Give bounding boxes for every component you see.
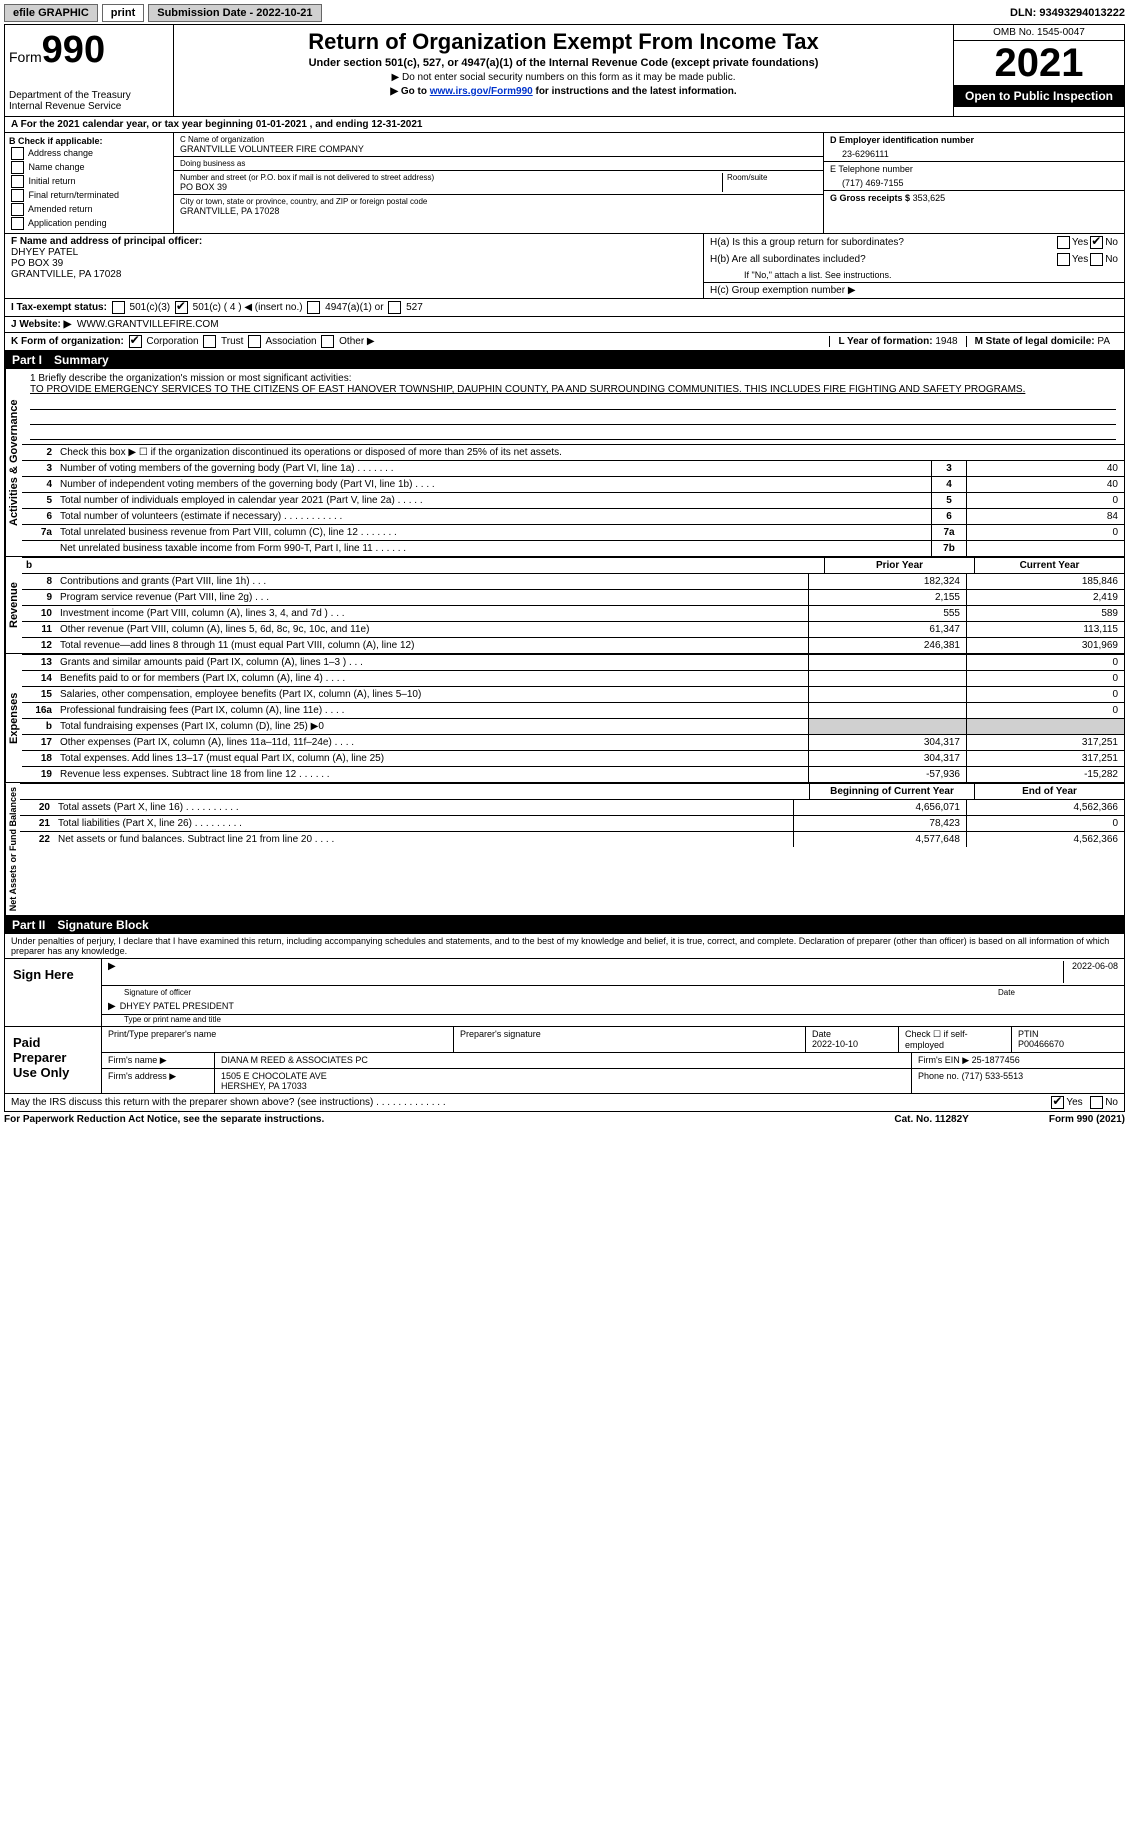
officer-group-grid: F Name and address of principal officer:… xyxy=(4,234,1125,299)
line-: Net unrelated business taxable income fr… xyxy=(22,540,1124,556)
line-21: 21Total liabilities (Part X, line 26) . … xyxy=(20,815,1124,831)
vlabel-net: Net Assets or Fund Balances xyxy=(5,783,20,915)
gross-receipts: 353,625 xyxy=(913,193,946,203)
officer-addr1: PO BOX 39 xyxy=(11,258,697,269)
sign-here-label: Sign Here xyxy=(5,959,102,1026)
line-20: 20Total assets (Part X, line 16) . . . .… xyxy=(20,799,1124,815)
penalty-statement: Under penalties of perjury, I declare th… xyxy=(5,934,1124,958)
print-button[interactable]: print xyxy=(102,4,144,22)
form-number: Form990 xyxy=(9,29,169,72)
sig-date: 2022-06-08 xyxy=(1063,961,1118,983)
website-row: J Website: ▶ WWW.GRANTVILLEFIRE.COM xyxy=(4,317,1125,333)
dln: DLN: 93493294013222 xyxy=(1010,7,1125,19)
state-domicile: PA xyxy=(1097,336,1110,347)
row-a-calendar: A For the 2021 calendar year, or tax yea… xyxy=(4,117,1125,133)
prep-date: 2022-10-10 xyxy=(812,1039,892,1049)
omb-number: OMB No. 1545-0047 xyxy=(954,25,1124,41)
line-4: 4Number of independent voting members of… xyxy=(22,476,1124,492)
firm-ein: 25-1877456 xyxy=(972,1055,1020,1065)
form-org-row: K Form of organization: Corporation Trus… xyxy=(4,333,1125,351)
line-5: 5Total number of individuals employed in… xyxy=(22,492,1124,508)
net-assets-section: Net Assets or Fund Balances Beginning of… xyxy=(4,783,1125,916)
line-15: 15Salaries, other compensation, employee… xyxy=(22,686,1124,702)
year-formation: 1948 xyxy=(935,336,957,347)
signature-block: Under penalties of perjury, I declare th… xyxy=(4,934,1125,1112)
irs-link[interactable]: www.irs.gov/Form990 xyxy=(430,86,533,97)
dept-treasury: Department of the Treasury xyxy=(9,90,169,101)
website: WWW.GRANTVILLEFIRE.COM xyxy=(77,319,219,330)
line-19: 19Revenue less expenses. Subtract line 1… xyxy=(22,766,1124,782)
vlabel-expenses: Expenses xyxy=(5,654,22,782)
ssn-note: ▶ Do not enter social security numbers o… xyxy=(180,72,947,83)
line-10: 10Investment income (Part VIII, column (… xyxy=(22,605,1124,621)
vlabel-governance: Activities & Governance xyxy=(5,369,22,556)
officer-name: DHYEY PATEL xyxy=(11,247,697,258)
line-b: bTotal fundraising expenses (Part IX, co… xyxy=(22,718,1124,734)
org-name: GRANTVILLE VOLUNTEER FIRE COMPANY xyxy=(180,144,817,154)
line-11: 11Other revenue (Part VIII, column (A), … xyxy=(22,621,1124,637)
form-subtitle: Under section 501(c), 527, or 4947(a)(1)… xyxy=(180,57,947,69)
mission-text: TO PROVIDE EMERGENCY SERVICES TO THE CIT… xyxy=(30,384,1116,395)
top-bar: efile GRAPHIC print Submission Date - 20… xyxy=(4,4,1125,22)
activities-governance: Activities & Governance 1 Briefly descri… xyxy=(4,369,1125,557)
line-7a: 7aTotal unrelated business revenue from … xyxy=(22,524,1124,540)
irs-label: Internal Revenue Service xyxy=(9,101,169,112)
officer-addr2: GRANTVILLE, PA 17028 xyxy=(11,269,697,280)
form-title: Return of Organization Exempt From Incom… xyxy=(180,29,947,55)
ein: 23-6296111 xyxy=(830,145,1118,159)
tax-year: 2021 xyxy=(954,41,1124,85)
line-17: 17Other expenses (Part IX, column (A), l… xyxy=(22,734,1124,750)
instructions-note: ▶ Go to www.irs.gov/Form990 for instruct… xyxy=(180,86,947,97)
ptin: P00466670 xyxy=(1018,1039,1118,1049)
line-2: 2Check this box ▶ ☐ if the organization … xyxy=(22,444,1124,460)
line-12: 12Total revenue—add lines 8 through 11 (… xyxy=(22,637,1124,653)
part1-header: Part ISummary xyxy=(4,351,1125,369)
city-state-zip: GRANTVILLE, PA 17028 xyxy=(180,206,817,216)
identification-grid: B Check if applicable: Address change Na… xyxy=(4,133,1125,234)
revenue-section: Revenue bPrior YearCurrent Year 8Contrib… xyxy=(4,557,1125,654)
tax-status-grid: I Tax-exempt status: 501(c)(3) 501(c) ( … xyxy=(4,299,1125,317)
telephone: (717) 469-7155 xyxy=(830,174,1118,188)
line-18: 18Total expenses. Add lines 13–17 (must … xyxy=(22,750,1124,766)
firm-phone: (717) 533-5513 xyxy=(962,1071,1024,1081)
paid-preparer-label: Paid Preparer Use Only xyxy=(5,1027,102,1093)
line-14: 14Benefits paid to or for members (Part … xyxy=(22,670,1124,686)
line-8: 8Contributions and grants (Part VIII, li… xyxy=(22,573,1124,589)
line-13: 13Grants and similar amounts paid (Part … xyxy=(22,654,1124,670)
firm-name: DIANA M REED & ASSOCIATES PC xyxy=(215,1053,912,1068)
line-16a: 16aProfessional fundraising fees (Part I… xyxy=(22,702,1124,718)
submission-date: Submission Date - 2022-10-21 xyxy=(148,4,321,22)
line-6: 6Total number of volunteers (estimate if… xyxy=(22,508,1124,524)
line-22: 22Net assets or fund balances. Subtract … xyxy=(20,831,1124,847)
line-3: 3Number of voting members of the governi… xyxy=(22,460,1124,476)
form-header: Form990 Department of the Treasury Inter… xyxy=(4,24,1125,117)
firm-address: 1505 E CHOCOLATE AVE xyxy=(221,1071,905,1081)
vlabel-revenue: Revenue xyxy=(5,557,22,653)
officer-typed-name: DHYEY PATEL PRESIDENT xyxy=(120,1001,234,1012)
page-footer: For Paperwork Reduction Act Notice, see … xyxy=(4,1112,1125,1127)
col-b-checkboxes: B Check if applicable: Address change Na… xyxy=(5,133,174,233)
efile-label: efile GRAPHIC xyxy=(4,4,98,22)
expenses-section: Expenses 13Grants and similar amounts pa… xyxy=(4,654,1125,783)
line-9: 9Program service revenue (Part VIII, lin… xyxy=(22,589,1124,605)
part2-header: Part IISignature Block xyxy=(4,916,1125,934)
open-to-public: Open to Public Inspection xyxy=(954,85,1124,107)
street-address: PO BOX 39 xyxy=(180,182,722,192)
